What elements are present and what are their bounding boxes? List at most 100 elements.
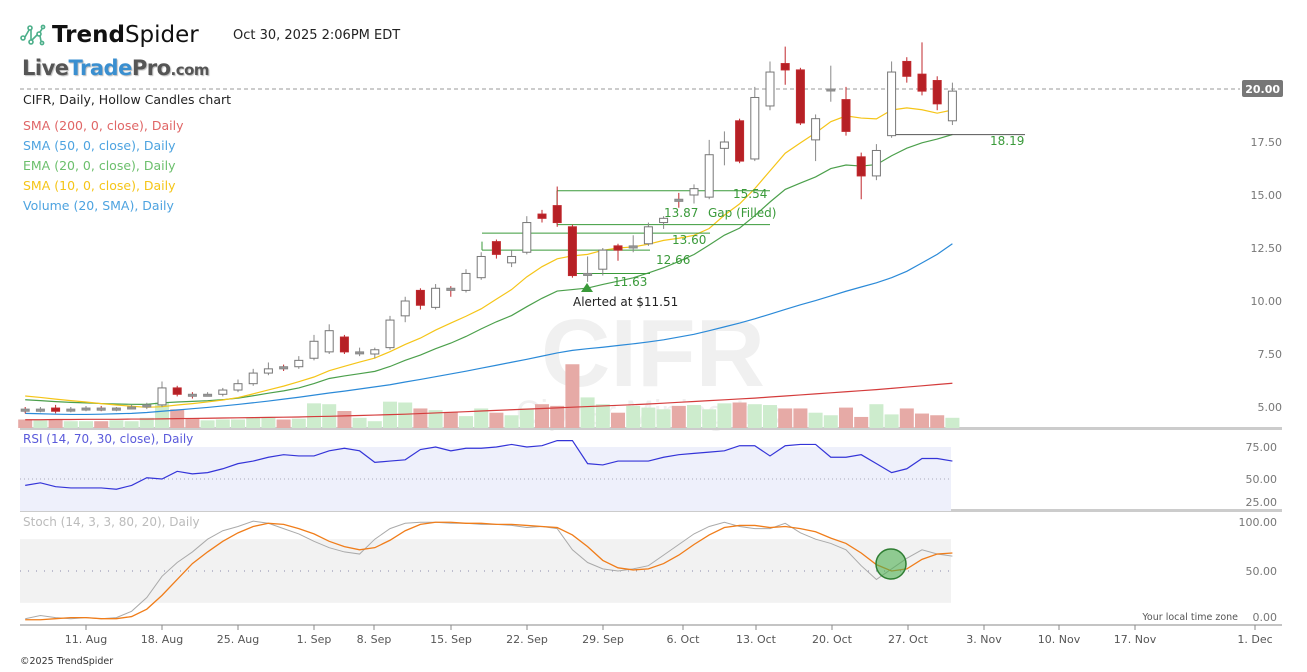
price-tick: 17.50 <box>1251 136 1283 149</box>
legend-item[interactable]: EMA (20, 0, close), Daily <box>23 158 176 173</box>
candle-body <box>567 226 577 277</box>
level-label: 15.54 <box>733 187 767 201</box>
volume-bar <box>656 409 671 428</box>
candle-body <box>537 213 547 219</box>
candle-body <box>324 330 334 353</box>
candle-body <box>461 272 471 291</box>
volume-bar <box>459 416 473 428</box>
candle-body <box>659 217 669 224</box>
price-tick: 12.50 <box>1251 242 1283 255</box>
time-label: 13. Oct <box>736 633 777 646</box>
volume-bar <box>94 421 109 428</box>
candle-body <box>689 188 699 196</box>
volume-bar <box>671 405 686 428</box>
volume-bar <box>641 407 656 428</box>
volume-bar <box>109 420 124 428</box>
candle-body <box>172 387 182 395</box>
volume-bar <box>428 410 443 428</box>
candle-body <box>400 300 410 317</box>
volume-bar <box>443 411 458 428</box>
volume-bar <box>778 408 793 428</box>
level-label: 11.63 <box>613 275 647 289</box>
level-label: 18.19 <box>990 134 1024 148</box>
candle-body <box>704 154 714 198</box>
candle-body <box>66 408 76 412</box>
rsi-label: RSI (14, 70, 30, close), Daily <box>23 432 193 446</box>
legend-item[interactable]: SMA (50, 0, close), Daily <box>23 138 176 153</box>
candle-body <box>431 287 441 308</box>
volume-bar <box>945 417 960 428</box>
time-label: 10. Nov <box>1038 633 1081 646</box>
candle-body <box>142 404 152 408</box>
volume-bar <box>18 419 33 428</box>
volume-bar <box>367 421 382 428</box>
stoch-label: Stoch (14, 3, 3, 80, 20), Daily <box>23 515 200 529</box>
rsi-tick: 25.00 <box>1246 496 1278 509</box>
stoch-highlight-circle <box>875 548 907 580</box>
volume-bar <box>808 412 823 428</box>
candle-body <box>355 351 365 355</box>
time-label: 27. Oct <box>888 633 929 646</box>
rsi-tick: 50.00 <box>1246 473 1278 486</box>
time-label: 17. Nov <box>1114 633 1157 646</box>
candle-body <box>947 90 957 122</box>
volume-bar <box>930 415 945 428</box>
stoch-band <box>20 539 951 603</box>
candle-body <box>203 393 213 397</box>
stoch-panel: Stoch (14, 3, 3, 80, 20), Daily 100.00 50.… <box>20 515 1277 624</box>
volume-bar <box>899 408 914 428</box>
volume-bar <box>823 415 838 428</box>
stoch-tick: 100.00 <box>1239 516 1278 529</box>
volume-bar <box>717 403 732 428</box>
rsi-panel: RSI (14, 70, 30, close), Daily 75.00 50.00… <box>20 432 1277 511</box>
volume-bar <box>504 415 519 428</box>
level-label: 13.87 <box>664 206 698 220</box>
candle-body <box>887 71 897 137</box>
candle-body <box>552 205 562 224</box>
volume-bar <box>276 419 291 428</box>
candle-body <box>902 60 912 77</box>
rsi-tick: 75.00 <box>1246 441 1278 454</box>
candle-body <box>826 88 836 92</box>
candle-body <box>157 387 167 406</box>
candle-body <box>339 336 349 353</box>
candle-body <box>35 408 45 412</box>
candle-body <box>81 407 91 411</box>
candle-body <box>263 368 273 374</box>
candle-body <box>917 73 927 92</box>
candle-body <box>795 69 805 124</box>
volume-bar <box>732 402 747 428</box>
volume-bar <box>519 408 534 428</box>
chart-title: CIFR, Daily, Hollow Candles chart <box>23 92 232 107</box>
volume-bar <box>261 417 276 428</box>
rsi-line <box>25 440 953 490</box>
time-axis: 11. Aug 18. Aug 25. Aug 1. Sep 8. Sep 15. Sep… <box>65 612 1273 646</box>
candle-body <box>218 389 228 395</box>
volume-bar <box>307 403 321 428</box>
legend-item[interactable]: SMA (200, 0, close), Daily <box>23 118 184 133</box>
candle-body <box>750 96 760 160</box>
trendspider-logo: TrendSpider <box>20 22 199 48</box>
candle-body <box>370 349 380 355</box>
legend-item[interactable]: Volume (20, SMA), Daily <box>23 198 174 213</box>
candle-body <box>583 272 593 276</box>
candle-body <box>96 407 106 411</box>
candle-body <box>643 226 653 245</box>
sma200-line <box>25 382 953 421</box>
volume-bar <box>839 407 853 428</box>
candle-body <box>674 198 684 202</box>
volume-bar <box>63 421 78 428</box>
timezone-note: Your local time zone <box>1141 612 1238 623</box>
candle-body <box>127 406 137 410</box>
volume-bar <box>124 421 139 428</box>
candle-body <box>856 156 866 177</box>
volume-bar <box>155 402 169 428</box>
volume-bar <box>246 417 261 428</box>
volume-bar <box>763 405 777 428</box>
candle-body <box>385 319 395 349</box>
copyright: ©2025 TrendSpider <box>20 656 114 667</box>
livetradepro-logo: LiveTradePro.com <box>22 56 210 80</box>
volume-bar <box>793 408 808 428</box>
legend-item[interactable]: SMA (10, 0, close), Daily <box>23 178 176 193</box>
